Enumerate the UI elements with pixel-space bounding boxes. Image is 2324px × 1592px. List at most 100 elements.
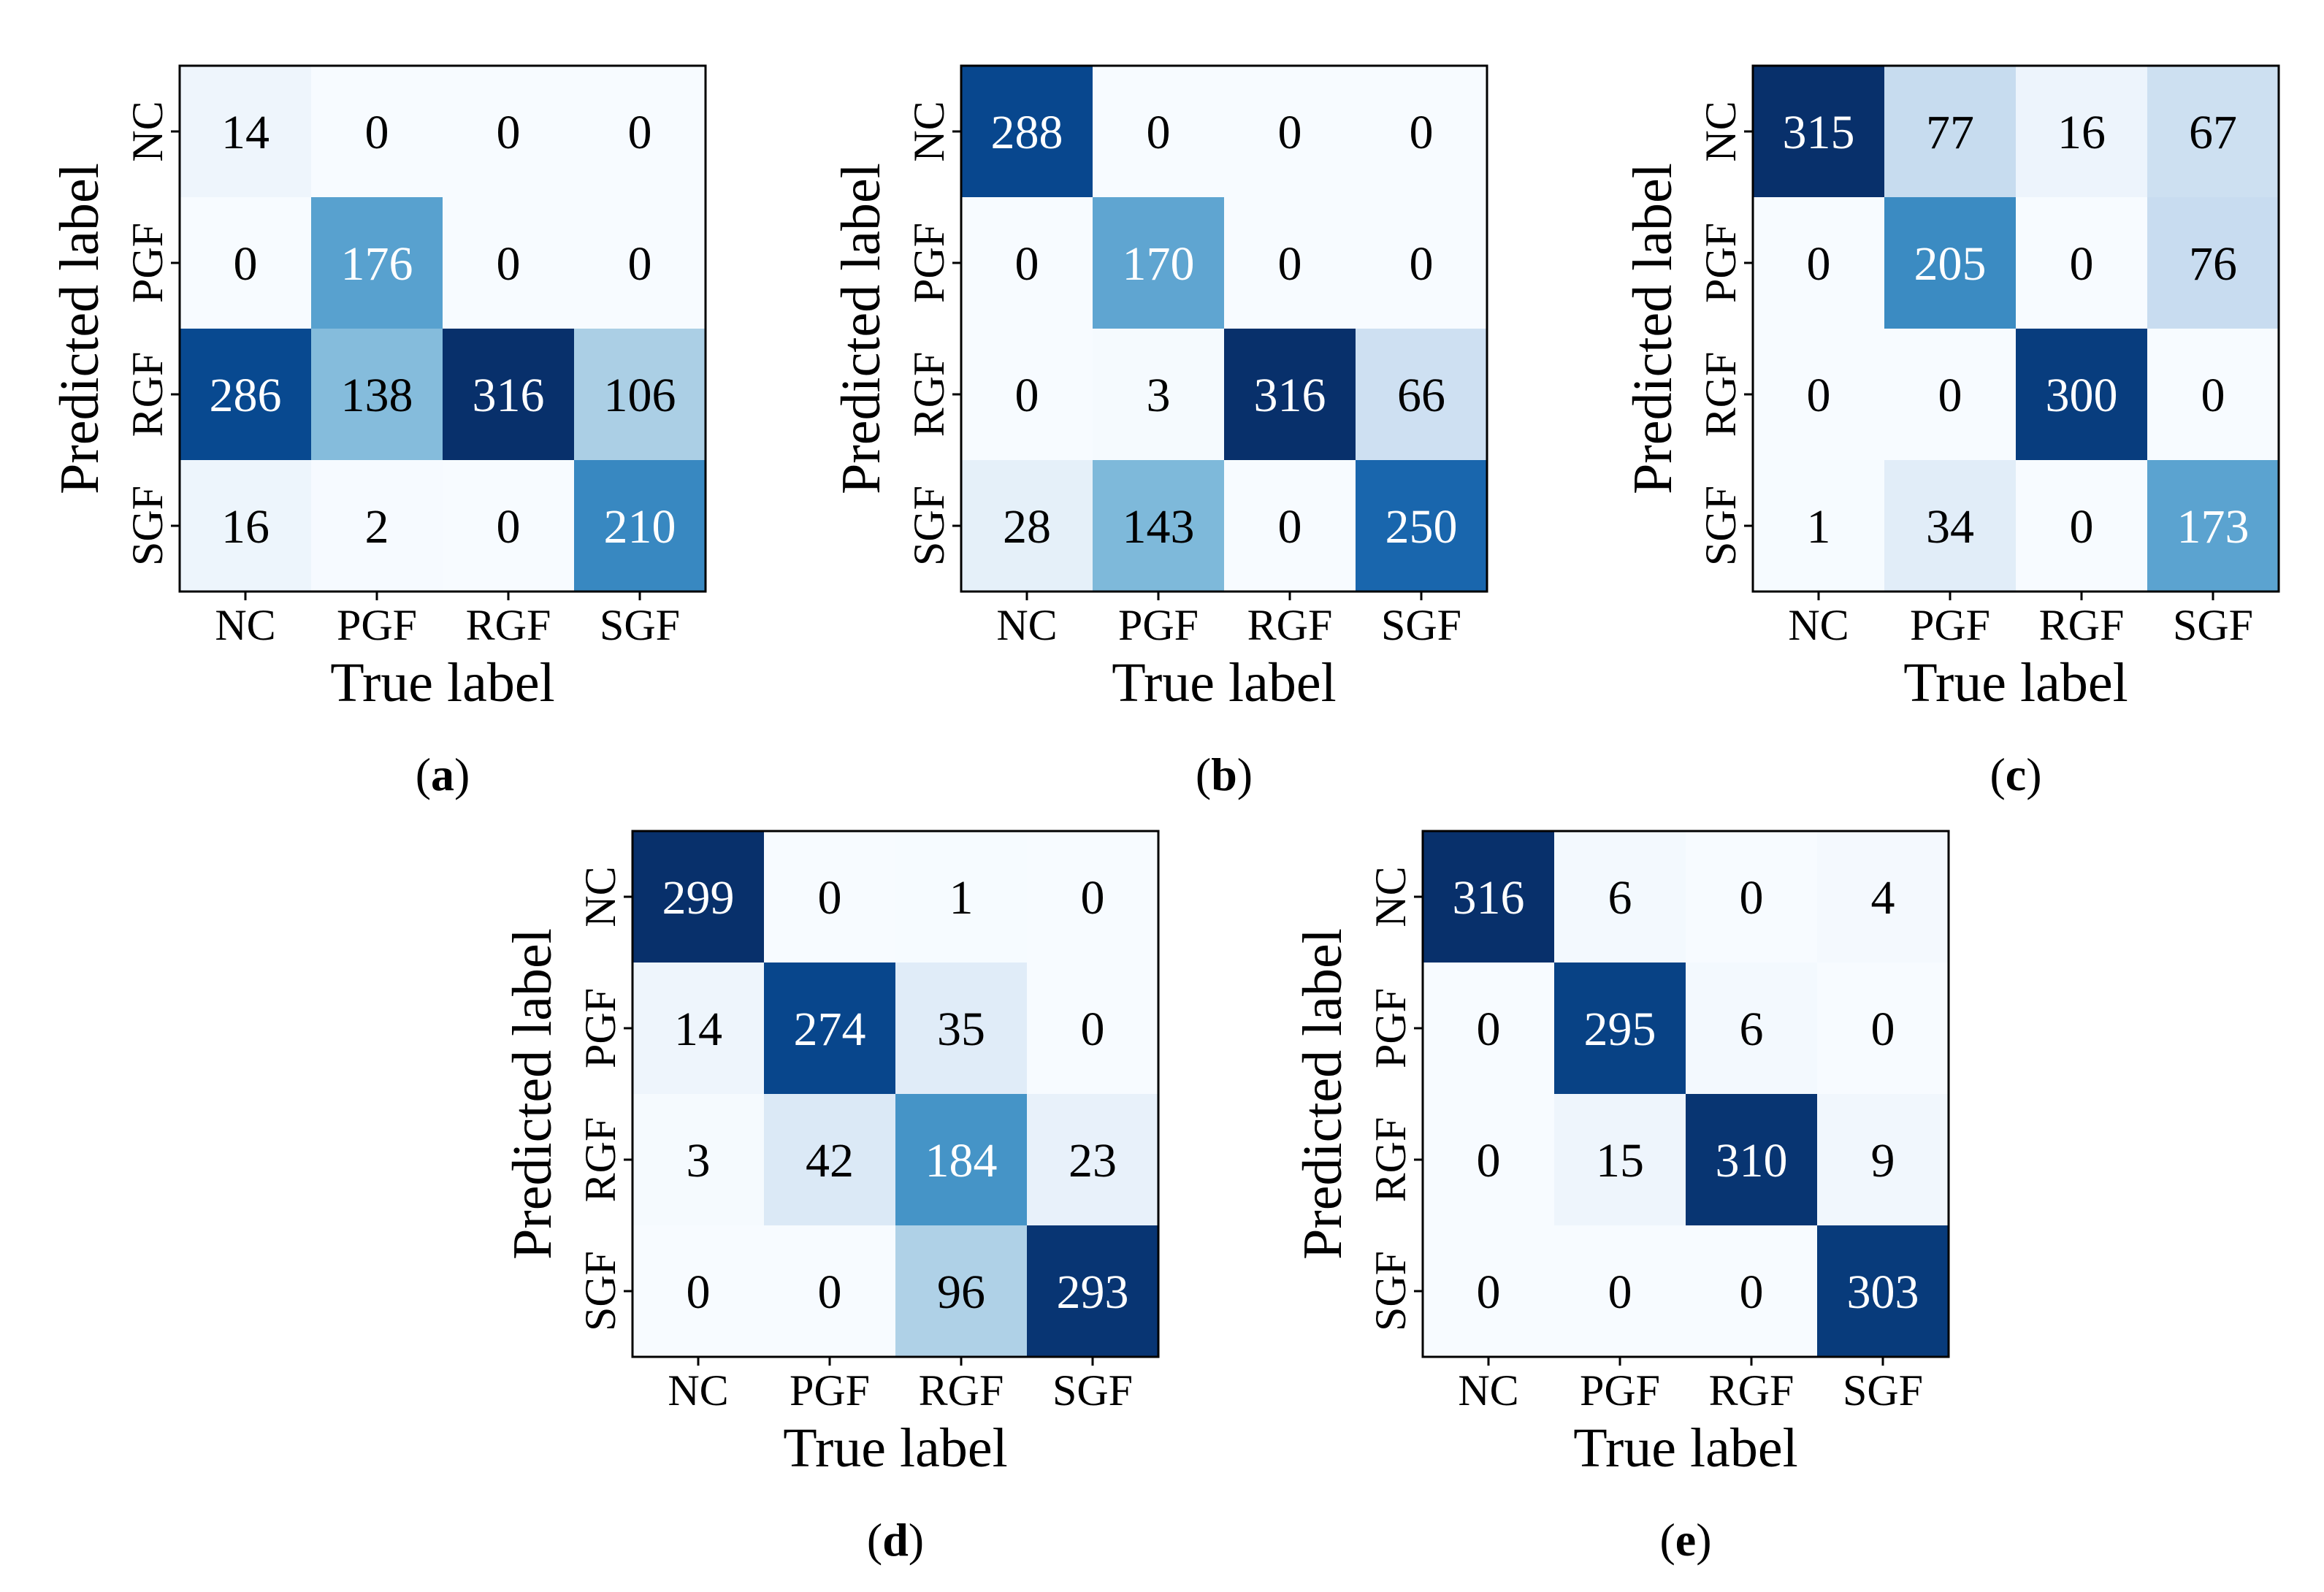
cell-value: 176 (341, 237, 413, 291)
panel-caption-close: ) (2026, 749, 2041, 800)
cell-value: 6 (1608, 871, 1632, 925)
matrix-cell (180, 66, 311, 197)
x-axis-title: True label (330, 652, 555, 713)
cell-value: 0 (687, 1266, 711, 1319)
panel-caption-close: ) (454, 749, 470, 800)
matrix-cell (1817, 963, 1949, 1094)
cell-value: 0 (1081, 1003, 1105, 1056)
y-axis-title: Predicted label (502, 928, 563, 1260)
matrix-frame (1421, 830, 1950, 1358)
cell-value: 0 (497, 237, 521, 291)
cell-value: 0 (1278, 106, 1302, 159)
cell-value: 0 (1740, 1266, 1764, 1319)
matrix-cell (895, 1094, 1027, 1225)
matrix-cell (895, 1225, 1027, 1357)
cell-value: 274 (794, 1003, 866, 1056)
panel-caption-letter: a (431, 749, 454, 800)
panel-caption: (a) (416, 749, 470, 800)
matrix-cell (2016, 66, 2147, 197)
x-tick-label: PGF (790, 1366, 870, 1415)
matrix-cell (2147, 197, 2279, 329)
x-tick-label: NC (1458, 1366, 1518, 1415)
cell-value: 0 (1871, 1003, 1895, 1056)
matrix-cell (1753, 329, 1884, 460)
matrix-cell (2016, 460, 2147, 592)
x-axis-title: True label (1112, 652, 1337, 713)
y-tick-label: PGF (1367, 988, 1415, 1068)
x-tick-label: SGF (1843, 1366, 1923, 1415)
panel-caption-open: ( (867, 1514, 882, 1566)
matrix-cell (1753, 66, 1884, 197)
x-tick-label: PGF (1580, 1366, 1660, 1415)
cell-value: 300 (2046, 369, 2118, 422)
matrix-cell (443, 66, 574, 197)
matrix-cell (764, 831, 895, 963)
panel-caption-letter: d (882, 1514, 909, 1566)
matrix-cell (961, 197, 1093, 329)
panel-caption-close: ) (1696, 1514, 1711, 1566)
y-tick-label: RGF (1367, 1117, 1415, 1203)
y-tick-label: SGF (1697, 486, 1745, 566)
matrix-cell (1027, 963, 1158, 1094)
matrix-cell (180, 197, 311, 329)
matrix-cell (1224, 197, 1356, 329)
matrix-cell (574, 66, 706, 197)
cell-value: 2 (365, 500, 389, 554)
y-tick-label: NC (1367, 866, 1415, 927)
cell-value: 0 (1147, 106, 1171, 159)
matrix-cell (1423, 831, 1554, 963)
panel-caption: (e) (1659, 1514, 1711, 1566)
cell-value: 310 (1716, 1134, 1788, 1187)
cell-value: 250 (1385, 500, 1458, 554)
x-tick-label: PGF (1910, 601, 1990, 649)
matrix-cell (1027, 1094, 1158, 1225)
panel-caption: (c) (1989, 749, 2041, 800)
matrix-cell (1356, 460, 1487, 592)
y-tick-label: RGF (1697, 352, 1745, 437)
y-tick-label: RGF (576, 1117, 624, 1203)
matrix-cell (1554, 831, 1686, 963)
matrix-cell (1686, 831, 1817, 963)
cell-value: 0 (1807, 237, 1831, 291)
matrix-cell (1224, 66, 1356, 197)
matrix-cell (764, 963, 895, 1094)
matrix-cell (1093, 197, 1224, 329)
y-tick-label: NC (123, 101, 172, 161)
y-tick-label: PGF (905, 223, 953, 303)
panel-caption-close: ) (1237, 749, 1253, 800)
y-axis-title: Predicted label (1292, 928, 1353, 1260)
x-tick-label: RGF (1247, 601, 1333, 649)
cell-value: 0 (1410, 106, 1434, 159)
cell-value: 316 (473, 369, 545, 422)
cell-value: 173 (2177, 500, 2250, 554)
y-tick-label: SGF (905, 486, 953, 566)
matrix-cell (1356, 329, 1487, 460)
matrix-cell (1093, 66, 1224, 197)
x-tick-label: PGF (337, 601, 417, 649)
x-tick-label: SGF (1381, 601, 1461, 649)
cell-value: 0 (1278, 237, 1302, 291)
matrix-cell (311, 197, 443, 329)
cell-value: 303 (1847, 1266, 1919, 1319)
confusion-matrix-panel-a: 14 0 0 0 0 176 0 0 286 138 316 106 16 2 0 210 NC PGF RGF SG… (49, 64, 707, 800)
panel-caption-letter: c (2006, 749, 2026, 800)
y-tick-label: RGF (905, 352, 953, 437)
matrix-cell (895, 831, 1027, 963)
matrix-cell (632, 831, 764, 963)
x-tick-label: RGF (919, 1366, 1004, 1415)
panel-caption: (b) (1196, 749, 1253, 800)
cell-value: 0 (1608, 1266, 1632, 1319)
matrix-cell (311, 66, 443, 197)
matrix-cell (764, 1225, 895, 1357)
cell-value: 0 (628, 237, 652, 291)
matrix-cell (1686, 1225, 1817, 1357)
matrix-frame (631, 830, 1160, 1358)
confusion-matrix-panel-e: 316 6 0 4 0 295 6 0 0 15 310 9 0 0 0 303 NC PGF RGF SGF NC PG… (1292, 830, 1950, 1566)
matrix-cell (1884, 197, 2016, 329)
y-tick-label: PGF (1697, 223, 1745, 303)
matrix-cell (1554, 963, 1686, 1094)
cell-value: 34 (1926, 500, 1974, 554)
matrix-cell (443, 329, 574, 460)
matrix-cell (180, 460, 311, 592)
